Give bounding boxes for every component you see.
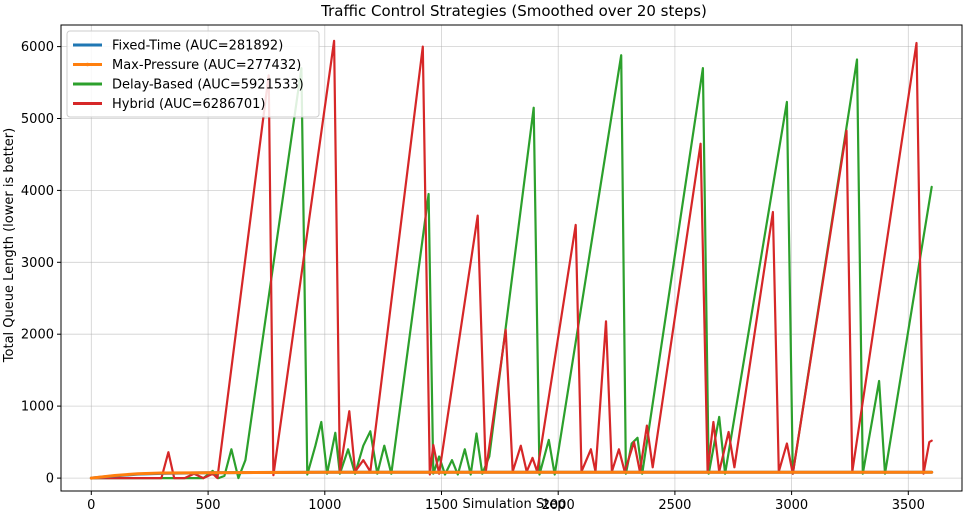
legend: Fixed-Time (AUC=281892) Max-Pressure (AUC…	[66, 30, 320, 118]
series-line-2	[89, 470, 934, 480]
legend-box	[66, 30, 320, 118]
x-tick-label: 500	[196, 498, 221, 513]
legend-marker	[85, 62, 90, 67]
axis-ticks: 0 500 1000 1500 2000 2500 3000 3500 0 1000 2000 300…	[21, 40, 925, 513]
legend-label: Delay-Based (AUC=5921533)	[112, 78, 304, 93]
x-tick-label: 3500	[892, 498, 925, 513]
y-tick-label: 3000	[21, 256, 54, 271]
legend-label: Fixed-Time (AUC=281892)	[112, 39, 283, 54]
chart-title: Traffic Control Strategies (Smoothed ove…	[320, 2, 707, 20]
x-axis-label: Simulation Step	[463, 497, 566, 512]
y-tick-label: 4000	[21, 184, 54, 199]
legend-label: Max-Pressure (AUC=277432)	[112, 58, 301, 73]
x-tick-label: 0	[87, 498, 95, 513]
series-line-3	[90, 54, 933, 480]
y-tick-label: 2000	[21, 328, 54, 343]
y-tick-label: 6000	[21, 40, 54, 55]
x-tick-label: 2000	[542, 498, 575, 513]
x-tick-label: 2500	[658, 498, 691, 513]
plot-frame	[60, 24, 963, 492]
x-tick-label: 3000	[775, 498, 808, 513]
y-tick-label: 0	[46, 472, 54, 487]
x-tick-label: 1500	[425, 498, 458, 513]
x-tick-label: 1000	[308, 498, 341, 513]
y-axis-label: Total Queue Length (lower is better)	[2, 128, 17, 363]
legend-label: Hybrid (AUC=6286701)	[112, 97, 265, 112]
series-lines	[89, 39, 934, 480]
y-tick-label: 5000	[21, 112, 54, 127]
y-tick-label: 1000	[21, 400, 54, 415]
